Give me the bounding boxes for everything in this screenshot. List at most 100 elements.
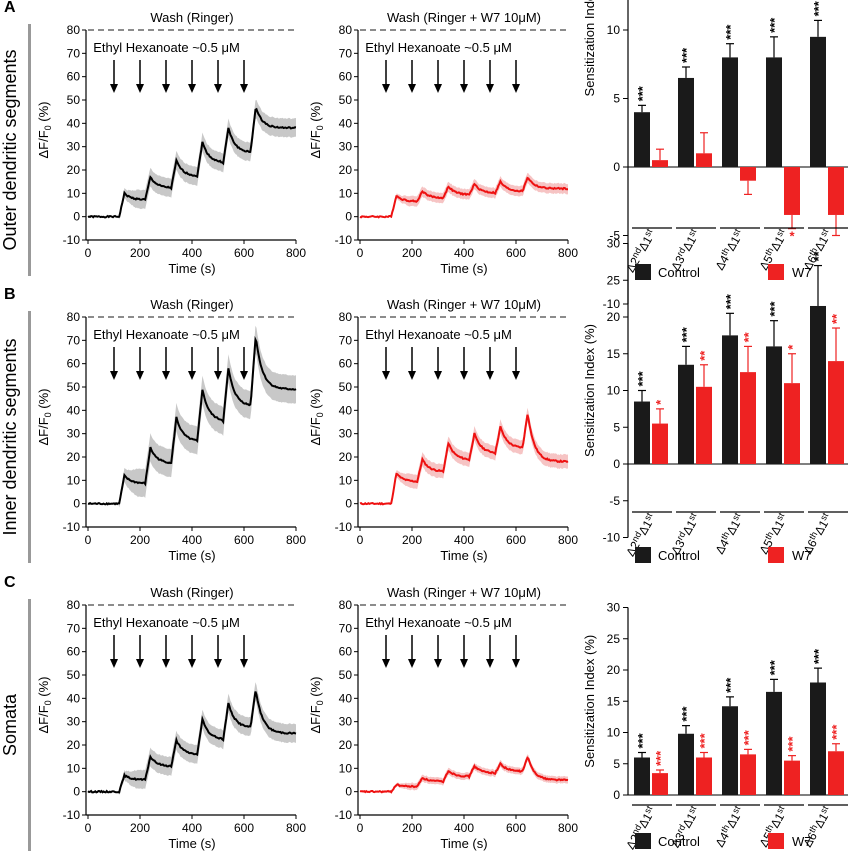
- comparison-label-part: Δ1: [768, 810, 788, 830]
- legend-control-swatch: [635, 264, 651, 280]
- comparison-label-part: Δ3: [668, 830, 688, 850]
- row-label: Inner dendritic segments: [0, 338, 20, 535]
- control-bar: [634, 112, 650, 167]
- w7-bar: [828, 167, 844, 215]
- control-bar: [634, 757, 650, 795]
- y-tick-label: 30: [67, 140, 81, 154]
- wash-label: Wash (Ringer): [150, 585, 233, 600]
- control-significance: ***: [767, 301, 782, 317]
- comparison-label-part: st: [818, 227, 830, 238]
- control-bar: [766, 57, 782, 167]
- comparison-label-part: st: [730, 804, 742, 815]
- x-tick-label: 0: [357, 246, 364, 260]
- y-tick-label: 0: [345, 785, 352, 799]
- wash-label: Wash (Ringer + W7 10μM): [387, 585, 541, 600]
- x-tick-label: 600: [506, 821, 526, 835]
- comparison-label-part: Δ1: [812, 233, 832, 253]
- trace-panel-C1: Wash (Ringer) Ethyl Hexanoate ~0.5 μM -10 0…: [36, 585, 306, 851]
- x-tick-label: 600: [234, 533, 254, 547]
- control-significance: ***: [723, 677, 738, 693]
- y-tick-label: 30: [339, 140, 353, 154]
- legend-control-swatch: [635, 547, 651, 563]
- comparison-label-part: Δ4: [713, 253, 733, 273]
- stimulus-arrow-head: [434, 659, 442, 668]
- w7-significance: **: [741, 331, 756, 342]
- comparison-label-part: st: [686, 804, 698, 815]
- stimulus-arrow-head: [188, 84, 196, 93]
- stimulus-arrow-head: [460, 84, 468, 93]
- comparison-label-part: Δ1: [636, 517, 656, 537]
- bar-y-tick-label: 30: [607, 237, 621, 251]
- w7-significance: ***: [829, 724, 844, 740]
- stimulus-arrow-head: [162, 84, 170, 93]
- mean-trace: [87, 107, 297, 219]
- comparison-label-part: st: [686, 511, 698, 522]
- bar-y-axis-label: Sensitization Index (%): [582, 635, 597, 768]
- y-tick-label: 20: [67, 450, 81, 464]
- y-axis-label-main: ΔF/F: [36, 130, 51, 158]
- y-tick-label: 10: [339, 186, 353, 200]
- comparison-label-part: st: [642, 804, 654, 815]
- y-tick-label: 30: [67, 715, 81, 729]
- control-bar: [810, 682, 826, 795]
- comparison-label-part: Δ1: [680, 517, 700, 537]
- comparison-label-part: rd: [675, 823, 688, 835]
- y-tick-label: 20: [339, 738, 353, 752]
- w7-bar: [696, 153, 712, 167]
- x-axis-label: Time (s): [168, 261, 215, 276]
- legend-control-label: Control: [658, 548, 700, 563]
- y-tick-label: 20: [67, 163, 81, 177]
- comparison-label-part: nd: [630, 530, 644, 544]
- y-tick-label: 80: [67, 598, 81, 612]
- y-axis-label: ΔF/F0 (%): [36, 101, 53, 158]
- y-tick-label: 70: [67, 333, 81, 347]
- x-tick-label: 200: [402, 821, 422, 835]
- stimulus-arrow-head: [460, 371, 468, 380]
- comparison-label-part: th: [807, 823, 819, 835]
- y-tick-label: 50: [339, 380, 353, 394]
- comparison-label: Δ4thΔ1st: [712, 804, 747, 850]
- comparison-label-part: Δ6: [801, 830, 821, 850]
- y-axis-label-sub: 0: [315, 125, 325, 130]
- x-tick-label: 200: [130, 533, 150, 547]
- control-significance: ***: [635, 85, 650, 101]
- comparison-label-part: th: [807, 246, 819, 258]
- comparison-label-part: st: [686, 227, 698, 238]
- stimulus-label: Ethyl Hexanoate ~0.5 μM: [365, 327, 512, 342]
- x-axis-label: Time (s): [168, 548, 215, 563]
- comparison-label-part: th: [719, 246, 731, 258]
- x-tick-label: 0: [85, 821, 92, 835]
- stimulus-label: Ethyl Hexanoate ~0.5 μM: [365, 615, 512, 630]
- w7-significance: **: [829, 313, 844, 324]
- bar-y-tick-label: 30: [607, 601, 621, 615]
- comparison-label-part: Δ1: [724, 233, 744, 253]
- y-tick-label: 40: [339, 691, 353, 705]
- stimulus-arrow-head: [188, 659, 196, 668]
- stimulus-arrow-head: [486, 84, 494, 93]
- stimulus-arrow-head: [162, 659, 170, 668]
- stimulus-label: Ethyl Hexanoate ~0.5 μM: [93, 327, 240, 342]
- y-axis-label-sub: 0: [43, 412, 53, 417]
- y-tick-label: -10: [335, 808, 353, 822]
- stimulus-arrow-head: [214, 371, 222, 380]
- comparison-label: Δ3rdΔ1st: [667, 804, 702, 850]
- wash-label: Wash (Ringer + W7 10μM): [387, 10, 541, 25]
- y-tick-label: 60: [67, 645, 81, 659]
- w7-bar: [696, 386, 712, 464]
- comparison-label: Δ5thΔ1st: [756, 511, 791, 557]
- w7-bar: [828, 751, 844, 795]
- control-bar: [722, 335, 738, 464]
- y-tick-label: 10: [67, 473, 81, 487]
- sem-band: [360, 754, 568, 794]
- stimulus-arrow-head: [136, 659, 144, 668]
- y-axis-label: ΔF/F0 (%): [308, 676, 325, 733]
- y-tick-label: 60: [339, 70, 353, 84]
- control-bar: [766, 691, 782, 795]
- mean-trace: [359, 176, 569, 219]
- w7-bar: [784, 760, 800, 795]
- x-axis-label: Time (s): [440, 548, 487, 563]
- stimulus-arrow-head: [240, 659, 248, 668]
- x-tick-label: 800: [558, 246, 578, 260]
- control-significance: ***: [723, 24, 738, 40]
- row-label: Somata: [0, 693, 20, 756]
